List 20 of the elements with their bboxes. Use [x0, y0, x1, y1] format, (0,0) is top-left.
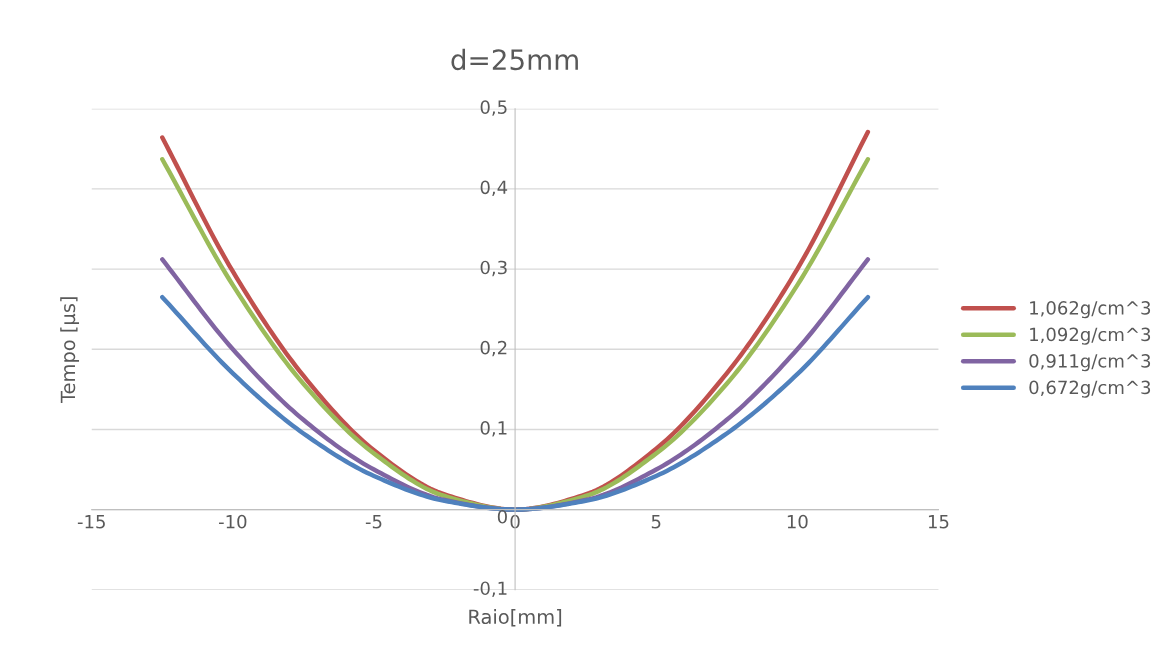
x-tick-label: -5	[365, 515, 382, 529]
x-tick-label: -15	[77, 515, 105, 529]
legend-label: 0,911g/cm^3	[1029, 354, 1151, 372]
x-tick-label: 10	[787, 514, 808, 529]
x-axis-title: Raio[mm]	[469, 609, 562, 627]
y-tick-label: -0,1	[473, 581, 507, 597]
y-tick-label: 0,2	[480, 340, 507, 357]
x-tick-label: 5	[651, 515, 661, 529]
x-tick-label: 15	[928, 515, 949, 529]
y-tick-label: 0,3	[480, 260, 507, 277]
chart-title: d=25mm	[451, 48, 578, 71]
legend-label: 1,092g/cm^3	[1030, 327, 1151, 345]
x-tick-label: 0	[510, 514, 520, 529]
x-tick-label: -10	[218, 514, 247, 529]
legend-label: 0,672g/cm^3	[1029, 380, 1151, 398]
y-tick-label: 0,1	[480, 421, 507, 437]
y-tick-label: 0,5	[480, 100, 507, 116]
y-tick-label: 0,4	[480, 180, 508, 196]
y-axis-title: Tempo [µs]	[60, 297, 80, 404]
legend-label: 1,062g/cm^3	[1030, 301, 1151, 319]
